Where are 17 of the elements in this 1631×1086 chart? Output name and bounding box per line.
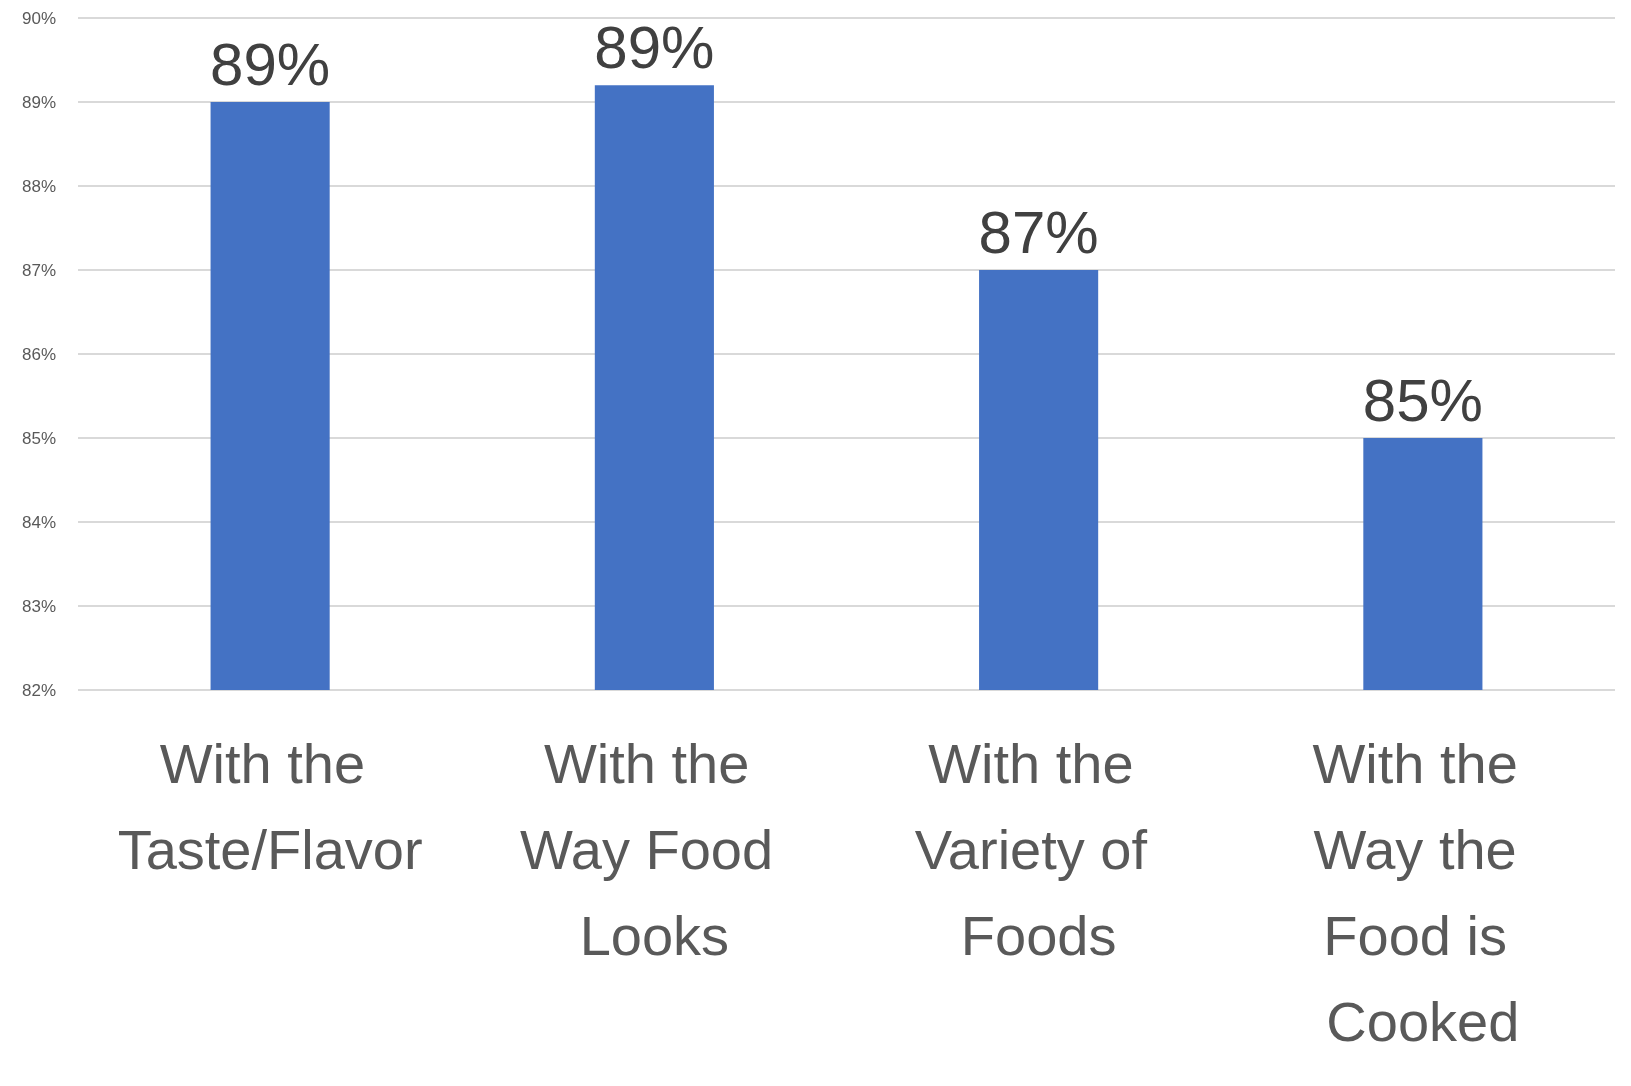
- y-tick-label: 90%: [21, 8, 56, 28]
- x-tick-label: With the Way Food Looks: [520, 731, 789, 967]
- y-tick-label: 89%: [21, 92, 56, 112]
- data-label: 85%: [1362, 366, 1483, 434]
- x-tick-label: With the Taste/Flavor: [117, 731, 423, 881]
- y-tick-label: 88%: [21, 176, 56, 196]
- data-label: 89%: [594, 13, 715, 81]
- y-tick-label: 84%: [21, 512, 56, 532]
- y-tick-label: 86%: [21, 344, 56, 364]
- y-tick-label: 82%: [21, 680, 56, 700]
- data-label: 89%: [210, 30, 331, 98]
- y-tick-label: 85%: [21, 428, 56, 448]
- x-tick-label: With the Variety of Foods: [914, 731, 1163, 967]
- y-tick-label: 83%: [21, 596, 56, 616]
- y-tick-label: 87%: [21, 260, 56, 280]
- data-label: 87%: [978, 198, 1099, 266]
- x-tick-label: With the Way the Food is Cooked: [1312, 731, 1534, 1053]
